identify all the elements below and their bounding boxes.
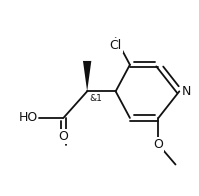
Text: &1: &1	[89, 94, 102, 103]
Text: N: N	[181, 85, 191, 98]
Text: O: O	[59, 130, 68, 143]
Text: O: O	[153, 138, 163, 151]
Text: HO: HO	[19, 112, 38, 124]
Polygon shape	[83, 61, 91, 91]
Text: Cl: Cl	[109, 39, 122, 52]
